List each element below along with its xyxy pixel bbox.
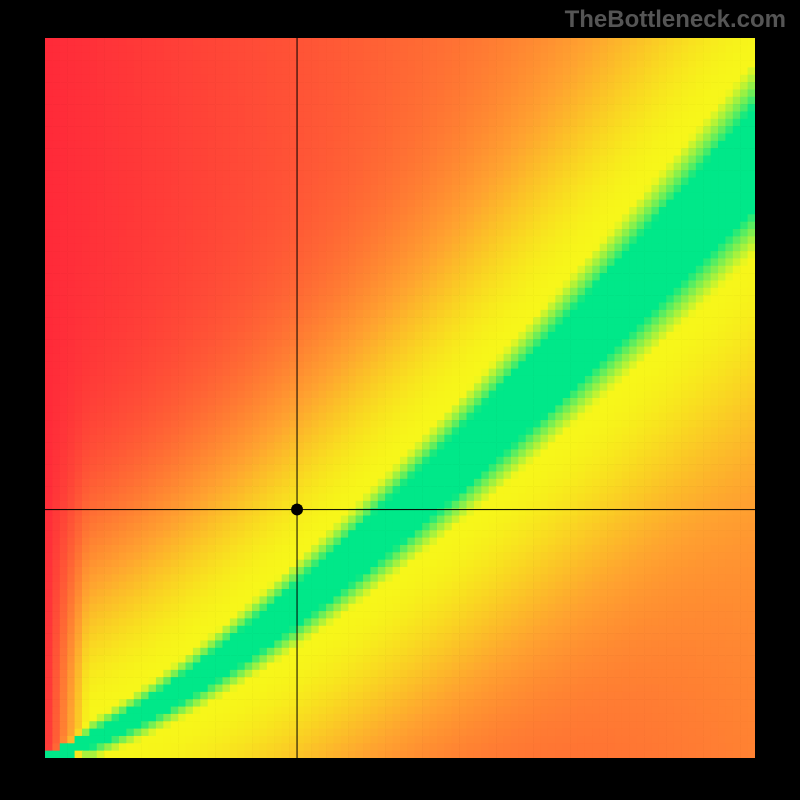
heatmap-canvas [45,38,755,758]
chart-container: TheBottleneck.com [0,0,800,800]
watermark-text: TheBottleneck.com [565,6,786,34]
heatmap-plot [45,38,755,758]
